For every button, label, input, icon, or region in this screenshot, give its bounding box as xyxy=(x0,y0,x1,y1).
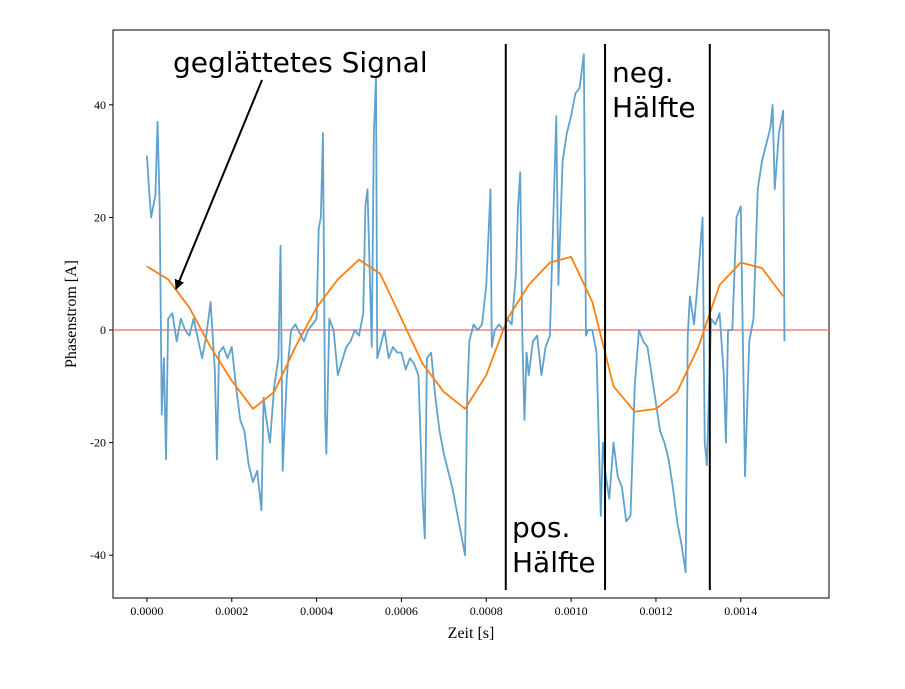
x-tick-label: 0.0012 xyxy=(639,604,672,618)
annotation: Hälfte xyxy=(612,91,696,124)
x-tick-label: 0.0002 xyxy=(215,604,248,618)
annotation: neg. xyxy=(612,56,674,89)
annotation: geglättetes Signal xyxy=(173,46,428,79)
x-tick-label: 0.0010 xyxy=(555,604,588,618)
x-tick-label: 0.0000 xyxy=(130,604,163,618)
annotation: Hälfte xyxy=(512,546,596,579)
y-tick-label: 0 xyxy=(100,323,106,337)
annotation: pos. xyxy=(512,511,570,544)
signal-line xyxy=(146,255,784,413)
plot-frame xyxy=(112,29,830,599)
x-tick-label: 0.0004 xyxy=(300,604,333,618)
y-axis-label: Phasenstrom [A] xyxy=(63,260,80,368)
y-tick-label: -40 xyxy=(90,548,106,562)
x-tick-label: 0.0006 xyxy=(385,604,418,618)
x-tick-label: 0.0014 xyxy=(724,604,757,618)
x-tick-label: 0.0008 xyxy=(470,604,503,618)
signal-line xyxy=(146,53,786,574)
y-tick-label: -20 xyxy=(90,436,106,450)
y-tick-label: 40 xyxy=(94,98,106,112)
annotation-arrow xyxy=(174,79,263,290)
y-tick-label: 20 xyxy=(94,210,106,224)
x-axis-label: Zeit [s] xyxy=(448,625,495,642)
